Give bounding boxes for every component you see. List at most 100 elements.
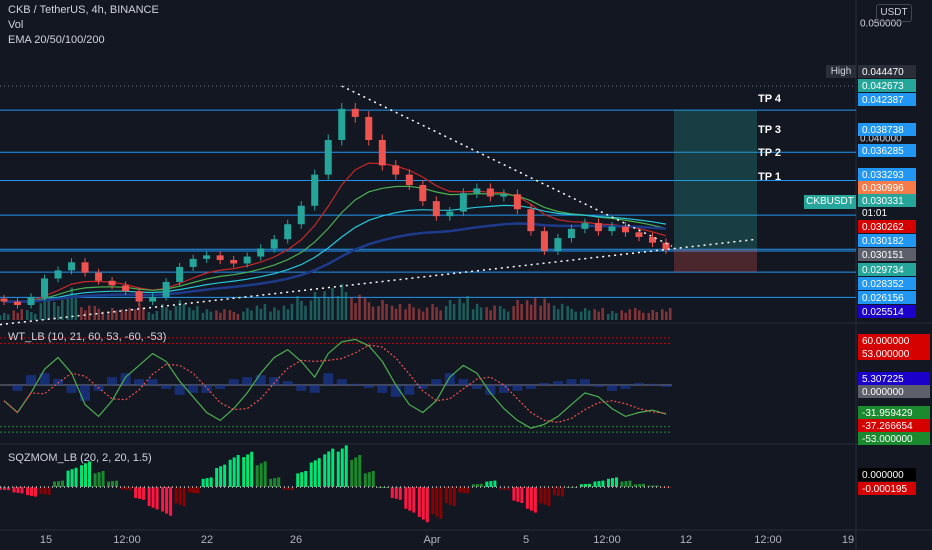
price-tag-label: 0.028352 [862,279,904,290]
wt-histogram-bar [174,385,185,395]
candle-body [176,266,184,282]
volume-bar [448,300,452,320]
volume-bar [165,307,168,320]
sqz-histogram-bar [502,487,506,490]
sqz-histogram-bar [466,487,470,494]
price-tag-label: 0.044470 [862,67,904,78]
sqz-histogram-bar [165,487,169,514]
price-tag-label: 0.033293 [862,170,904,181]
candle-body [540,231,548,251]
candle-body [324,140,332,175]
candle-body [216,255,224,260]
price-tag [858,123,916,136]
volume-bar [61,300,64,320]
price-tag [858,65,916,78]
volume-bar [282,305,286,320]
price-tag [858,277,916,290]
volume-bar [354,303,357,320]
sqz-histogram-bar [556,487,560,496]
time-axis-tick: 12:00 [593,534,621,546]
sqz-histogram-bar [151,487,155,508]
volume-bar [435,307,438,320]
sqz-histogram-bar [421,487,425,520]
sqz-histogram-bar [12,487,16,493]
sqz-tag-label: 0.000000 [862,470,904,481]
wt-histogram-bar [404,385,415,395]
volume-bar [300,300,303,320]
volume-bar [633,308,637,320]
sqz-histogram-bar [367,472,371,487]
sqz-histogram-bar [570,487,574,488]
volume-bar [367,302,371,320]
sqz-histogram-bar [84,463,88,487]
volume-bar [371,306,375,320]
sqz-histogram-bar [520,487,524,503]
wt-histogram-bar [39,373,50,385]
volume-bar [358,294,361,320]
sqz-histogram-bar [26,487,30,496]
sqz-histogram-bar [637,484,641,487]
sqz-histogram-bar [498,487,502,490]
sqz-histogram-bar [182,487,186,507]
volume-bar [161,304,164,320]
volume-bar [506,311,510,320]
currency-button[interactable]: USDT [876,4,912,22]
candle-body [338,108,346,140]
candle-body [54,270,62,279]
volume-bar [111,308,114,320]
volume-bar [215,310,218,320]
volume-bar [255,305,259,320]
sqz-histogram-bar [444,487,448,504]
volume-bar [269,311,272,320]
sqz-histogram-bar [255,465,259,487]
sqz-histogram-bar [331,448,335,487]
price-tag [858,220,916,233]
wt-tag-label: -31.959429 [862,408,913,419]
sqz-histogram-bar [304,471,308,487]
sqz-histogram-bar [404,487,408,509]
sqz-histogram-bar [242,457,246,487]
volume-bar [142,307,145,320]
sqz-histogram-bar [286,487,290,490]
price-tag-label: 0.042387 [862,95,904,106]
sqz-histogram-bar [101,471,105,487]
candle-body [446,211,454,217]
volume-bar [101,311,105,320]
tp2-label: TP 2 [758,147,782,159]
time-axis-tick: 5 [523,534,529,546]
wt-histogram-bar [350,383,361,385]
volume-bar [593,309,596,320]
sqz-histogram-bar [363,473,367,487]
volume-bar [80,307,83,320]
volume-bar [570,308,573,320]
sqz-histogram-bar [174,487,178,504]
tp1-label: TP 1 [758,171,782,183]
volume-bar [363,298,367,320]
wt-histogram-bar [458,379,469,385]
volume-bar [466,296,469,320]
sqz-histogram-bar [124,487,128,490]
volume-bar [512,306,515,320]
volume-bar [250,310,253,320]
ema200-line [3,222,667,303]
volume-bar [178,300,182,320]
sqz-histogram-bar [215,467,219,487]
sqz-histogram-bar [201,478,205,487]
volume-bar [485,307,488,320]
candle-body [513,194,521,210]
candle-body [419,185,427,202]
wt-tag-label: -53.000000 [862,434,913,445]
sqz-histogram-bar [354,457,358,487]
volume-bar [169,310,172,320]
wt-tag-label: 60.000000 [862,336,910,347]
volume-bar [107,311,110,320]
wt-histogram-bar [215,385,226,389]
sqz-histogram-bar [188,487,192,493]
candle-body [581,223,589,229]
wt-histogram-bar [512,385,523,391]
volume-bar [57,306,60,320]
volume-bar [385,304,388,320]
sqz-tag [858,468,916,481]
price-tag-label: 0.030151 [862,250,904,261]
